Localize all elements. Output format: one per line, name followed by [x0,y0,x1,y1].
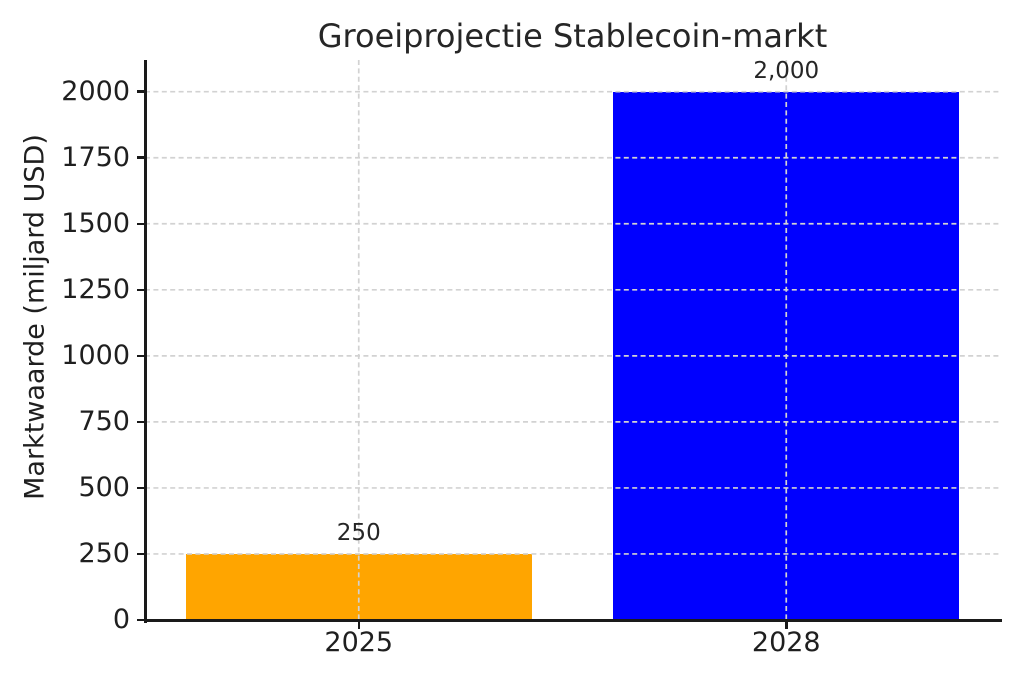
bars-layer [145,60,1000,620]
x-tick-mark-2025 [357,621,360,629]
y-tick-label-2000: 2000 [61,75,130,107]
y-tick-label-1500: 1500 [61,207,130,239]
y-tick-label-1750: 1750 [61,141,130,173]
bar-value-label-2028: 2,000 [753,57,820,84]
y-tick-mark-500 [136,486,144,490]
y-tick-mark-1250 [136,288,144,292]
y-tick-label-750: 750 [78,405,130,437]
bar-value-label-2025: 250 [336,519,381,546]
bar-2025 [185,553,532,620]
y-axis-spine [143,60,147,623]
x-tick-label-2025: 2025 [324,627,394,658]
x-tick-mark-2028 [785,621,788,629]
y-tick-label-1250: 1250 [61,273,130,305]
bar-2028 [613,91,960,620]
y-tick-mark-1750 [136,156,144,159]
x-axis-spine [143,618,1002,622]
y-tick-mark-250 [136,552,144,556]
y-tick-mark-1500 [136,222,144,226]
chart-title: Groeiprojectie Stablecoin-markt [317,17,828,55]
y-tick-mark-750 [136,420,144,424]
y-tick-label-500: 500 [78,471,130,503]
plot-area [145,60,1000,620]
y-tick-mark-0 [136,618,144,622]
y-tick-mark-2000 [136,90,144,93]
y-tick-label-250: 250 [78,537,130,569]
y-tick-label-1000: 1000 [61,339,130,371]
x-tick-label-2028: 2028 [751,627,821,658]
y-tick-mark-1000 [136,354,144,358]
y-axis-label: Marktwaarde (miljard USD) [19,134,51,500]
y-tick-label-0: 0 [112,604,130,635]
